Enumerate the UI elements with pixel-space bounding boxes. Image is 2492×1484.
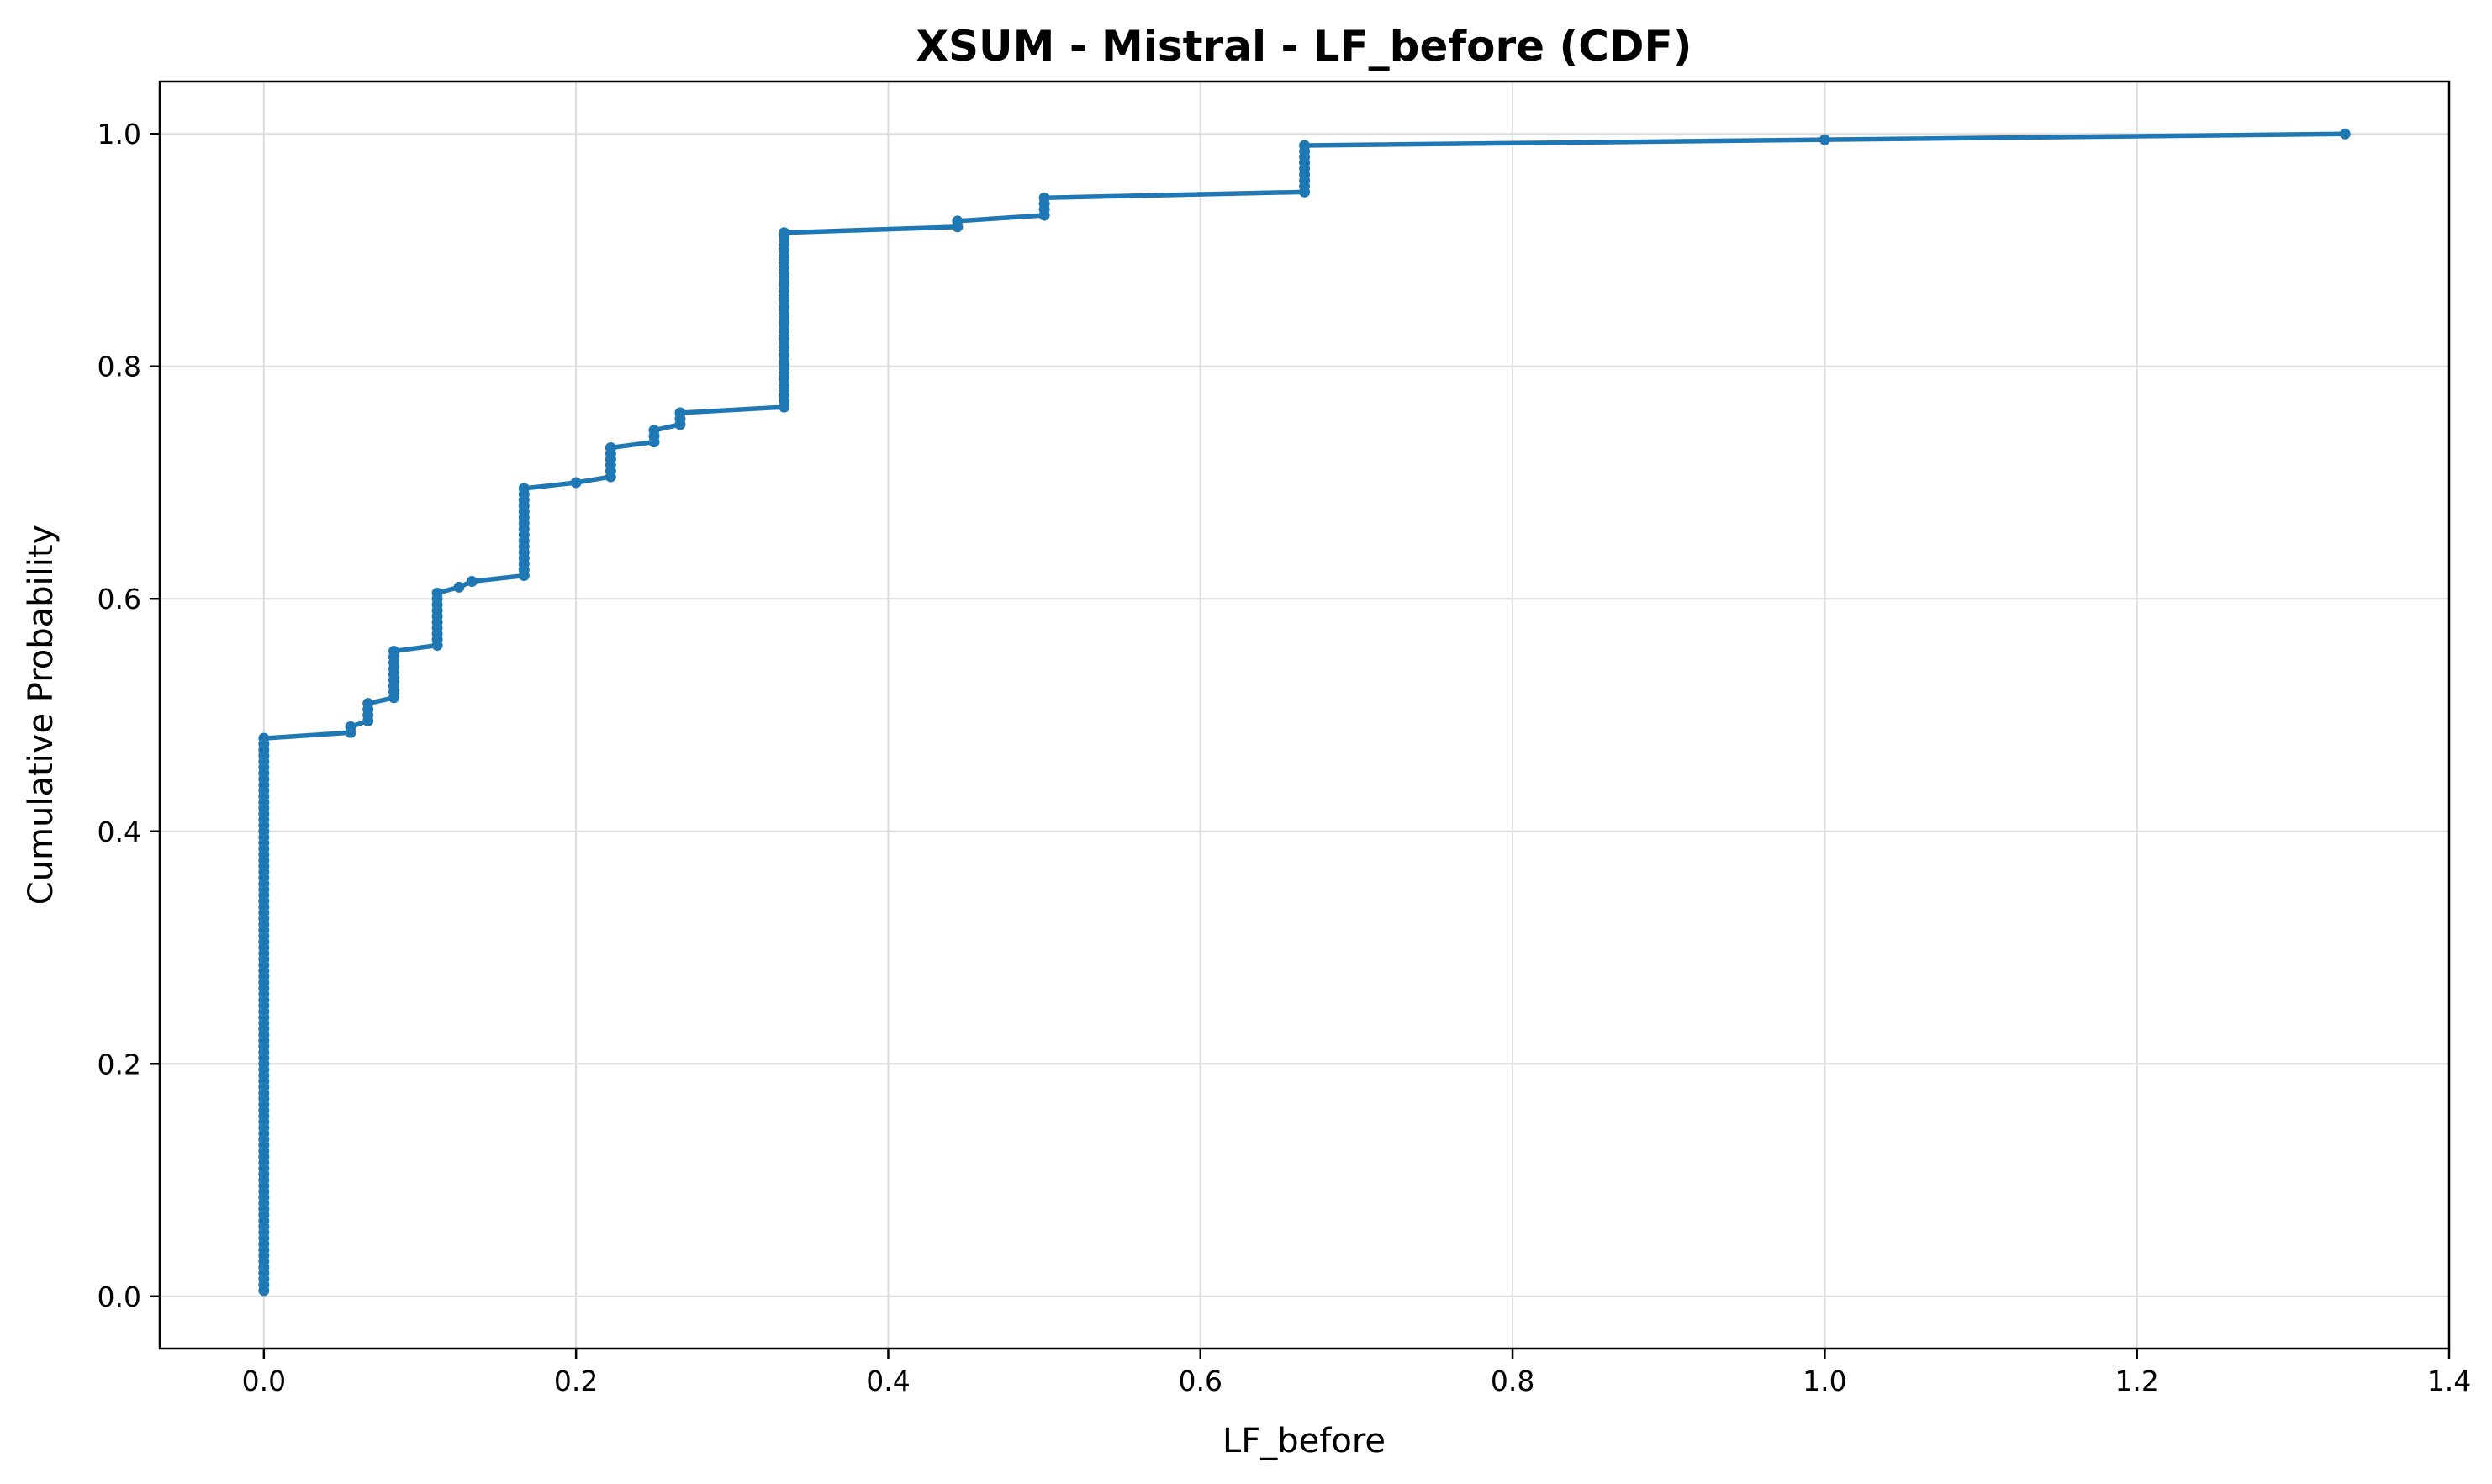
cdf-point <box>648 425 660 436</box>
cdf-point <box>952 215 964 227</box>
cdf-point <box>453 581 465 593</box>
y-tick-label: 0.2 <box>98 1048 141 1080</box>
x-tick-label: 1.0 <box>1803 1365 1846 1397</box>
x-tick-label: 0.2 <box>554 1365 598 1397</box>
cdf-point <box>388 645 399 657</box>
x-tick-label: 0.8 <box>1491 1365 1534 1397</box>
x-tick-label: 1.4 <box>2427 1365 2471 1397</box>
cdf-point <box>570 477 582 489</box>
y-tick-label: 1.0 <box>98 118 141 151</box>
y-tick-label: 0.0 <box>98 1281 141 1313</box>
cdf-point <box>2339 128 2351 140</box>
cdf-point <box>258 732 270 744</box>
plot-series <box>258 128 2351 1297</box>
y-axis-ticks: 0.0 0.2 0.4 0.6 0.8 1.0 <box>98 118 160 1313</box>
x-tick-label: 0.6 <box>1179 1365 1222 1397</box>
y-tick-label: 0.8 <box>98 351 141 383</box>
x-tick-label: 0.0 <box>242 1365 286 1397</box>
cdf-point <box>1038 192 1050 203</box>
x-tick-label: 0.4 <box>866 1365 910 1397</box>
cdf-point <box>362 698 374 710</box>
y-tick-label: 0.6 <box>98 583 141 615</box>
plot-frame <box>158 80 2451 1350</box>
y-axis-label: Cumulative Probability <box>22 525 61 905</box>
cdf-point <box>466 576 478 587</box>
x-axis-label: LF_before <box>1222 1422 1386 1460</box>
cdf-point <box>1299 140 1311 151</box>
cdf-point <box>605 442 616 454</box>
cdf-point <box>431 587 443 599</box>
cdf-point <box>779 227 790 239</box>
x-tick-label: 1.2 <box>2115 1365 2158 1397</box>
cdf-point <box>518 483 530 494</box>
cdf-point <box>1819 134 1830 145</box>
grid-lines <box>160 82 2450 1349</box>
y-tick-label: 0.4 <box>98 816 141 848</box>
chart-title: XSUM - Mistral - LF_before (CDF) <box>916 22 1692 71</box>
cdf-point <box>345 721 356 732</box>
cdf-point <box>674 407 686 419</box>
x-axis-ticks: 0.0 0.2 0.4 0.6 0.8 1.0 1.2 1.4 <box>242 1349 2471 1397</box>
